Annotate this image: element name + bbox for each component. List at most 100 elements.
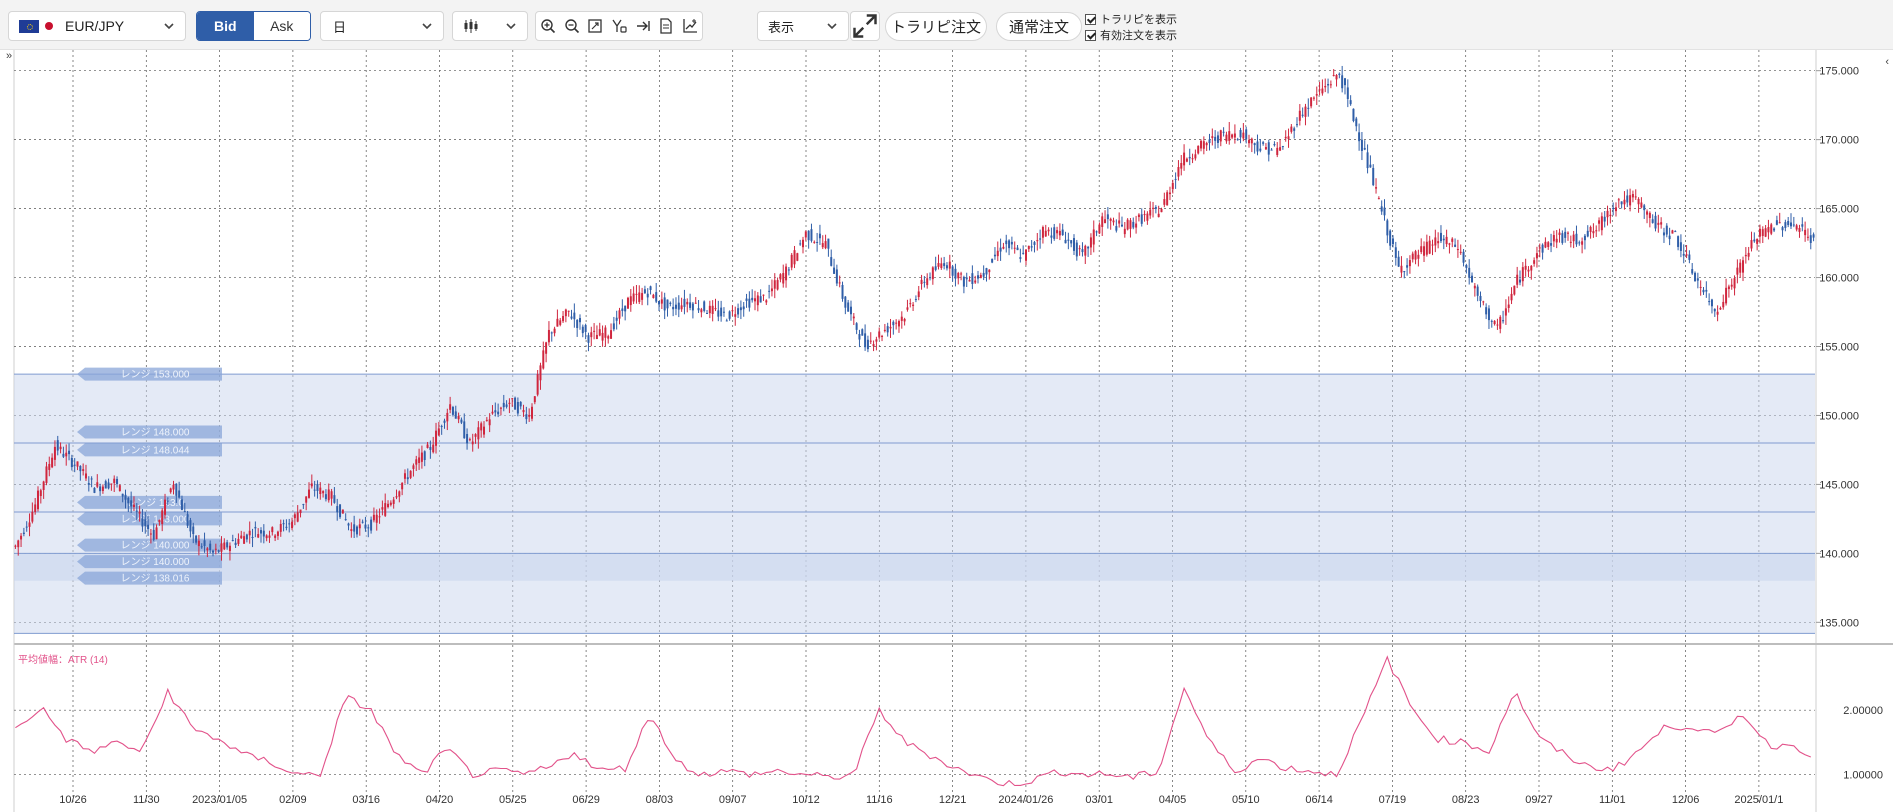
candle-body xyxy=(387,503,390,508)
candle-body xyxy=(1104,219,1107,224)
candle xyxy=(1064,231,1067,244)
candle-body xyxy=(1428,240,1431,254)
candle-body xyxy=(1623,199,1626,205)
candle xyxy=(578,314,581,330)
candle-body xyxy=(951,266,954,276)
candle-body xyxy=(1431,244,1434,246)
zoom-in-icon[interactable] xyxy=(540,18,556,34)
candle-body xyxy=(471,441,474,445)
candle xyxy=(1753,232,1756,243)
candle-body xyxy=(1561,233,1564,243)
time-axis-label: 11/16 xyxy=(866,794,893,806)
candle xyxy=(875,336,878,351)
candle xyxy=(440,424,443,435)
show-trap-checkbox[interactable]: トラリピを表示 xyxy=(1085,11,1177,27)
candle-body xyxy=(260,530,263,534)
candle xyxy=(197,535,200,556)
candle-body xyxy=(937,263,940,267)
candle-body xyxy=(1126,219,1129,230)
candle xyxy=(559,317,562,327)
fullscreen-button[interactable] xyxy=(850,11,880,41)
candle xyxy=(768,284,771,299)
candle xyxy=(934,256,937,272)
zoom-out-icon[interactable] xyxy=(564,18,580,34)
candle-body xyxy=(384,503,387,516)
candle xyxy=(426,441,429,449)
candle xyxy=(1118,212,1121,228)
expand-right-icon[interactable]: ‹ xyxy=(1885,56,1889,68)
candle xyxy=(1640,197,1643,209)
candle-body xyxy=(1321,88,1324,94)
candle xyxy=(1566,231,1569,241)
display-select[interactable]: 表示 xyxy=(757,11,849,41)
candle-body xyxy=(466,433,469,444)
candle-body xyxy=(79,466,82,472)
ask-button[interactable]: Ask xyxy=(253,12,310,40)
candle xyxy=(1643,203,1646,219)
show-orders-checkbox[interactable]: 有効注文を表示 xyxy=(1085,27,1177,43)
range-tag: レンジ 140.000 xyxy=(77,538,222,552)
candle xyxy=(285,519,288,531)
candle-body xyxy=(1487,308,1490,321)
candle-body xyxy=(1064,239,1067,244)
candle xyxy=(212,549,215,557)
expand-left-icon[interactable]: » xyxy=(6,50,13,62)
price-chart[interactable]: 175.000 170.000 165.000 160.000 155.000 150.0… xyxy=(0,50,1893,812)
candle-body xyxy=(655,292,658,302)
candle-body xyxy=(1177,167,1180,177)
candle-body xyxy=(1456,249,1459,251)
period-select[interactable]: 日 xyxy=(320,11,444,41)
candle xyxy=(395,489,398,500)
scroll-to-latest-icon[interactable] xyxy=(635,18,651,34)
candle xyxy=(488,413,491,433)
bid-button[interactable]: Bid xyxy=(197,12,254,40)
candle-body xyxy=(1146,213,1149,221)
candle-body xyxy=(291,521,294,529)
candle xyxy=(1211,128,1214,146)
show-orders-label: 有効注文を表示 xyxy=(1100,30,1177,42)
candle xyxy=(1677,235,1680,251)
candle xyxy=(1183,144,1186,171)
auto-scale-icon[interactable] xyxy=(611,18,627,34)
chart-area[interactable]: 175.000 170.000 165.000 160.000 155.000 150.0… xyxy=(0,50,1893,812)
normal-order-button[interactable]: 通常注文 xyxy=(996,12,1082,41)
candle-body xyxy=(1044,230,1047,237)
candle xyxy=(785,263,788,288)
fit-screen-icon[interactable] xyxy=(587,18,603,34)
candle xyxy=(1572,230,1575,249)
candle-body xyxy=(858,334,861,340)
candle-body xyxy=(559,320,562,325)
candle-body xyxy=(1719,307,1722,310)
range-tag-label: レンジ 143.000 xyxy=(121,514,190,525)
candle xyxy=(463,413,466,439)
candle xyxy=(770,279,773,297)
candle-body xyxy=(686,301,689,305)
show-trap-label: トラリピを表示 xyxy=(1100,14,1177,26)
candle-body xyxy=(1375,187,1378,189)
candle xyxy=(480,421,483,438)
candle-body xyxy=(395,496,398,498)
candle-body xyxy=(1047,229,1050,232)
candle xyxy=(1739,259,1742,278)
trap-order-button[interactable]: トラリピ注文 xyxy=(885,12,987,41)
candle-body xyxy=(674,304,677,309)
candle xyxy=(387,500,390,509)
indicator-icon[interactable] xyxy=(682,18,698,34)
candle xyxy=(1287,128,1290,148)
candle-body xyxy=(443,420,446,423)
candle-body xyxy=(615,317,618,321)
candle-body xyxy=(341,509,344,514)
candle-body xyxy=(1197,145,1200,154)
document-icon[interactable] xyxy=(658,18,674,34)
candle-body xyxy=(361,521,364,523)
symbol-select[interactable]: EUR/JPY xyxy=(8,11,186,41)
candle-body xyxy=(1019,257,1022,259)
candle-body xyxy=(1264,147,1267,150)
candle-body xyxy=(539,365,542,381)
candle xyxy=(584,323,587,340)
candle-body xyxy=(818,233,821,239)
candle xyxy=(302,503,305,509)
chart-type-select[interactable] xyxy=(452,11,528,41)
candle-body xyxy=(1459,251,1462,253)
candle xyxy=(415,455,418,471)
